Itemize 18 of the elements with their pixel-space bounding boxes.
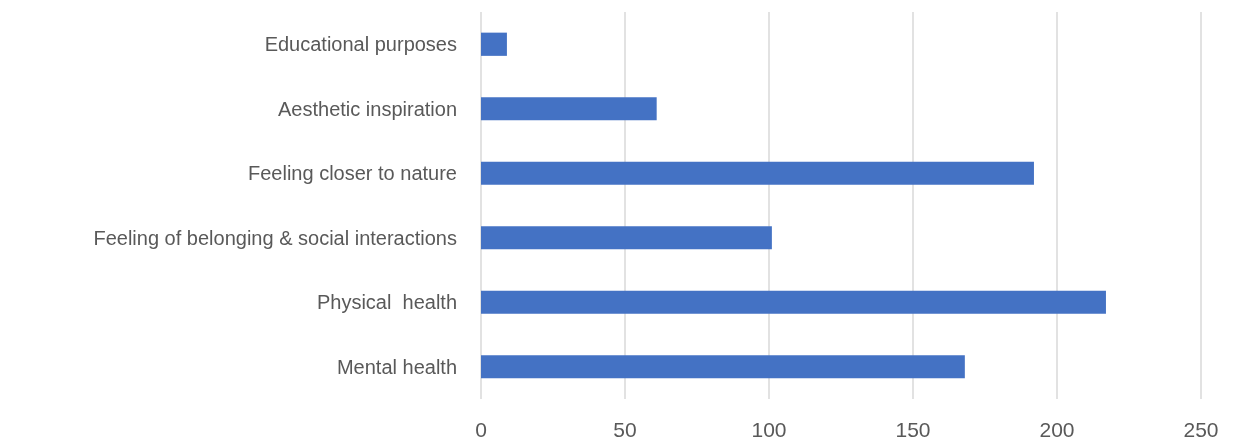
y-tick-label: Physical health — [316, 291, 457, 314]
y-tick-label: Feeling of belonging & social interactions — [93, 226, 457, 249]
bar — [481, 97, 657, 121]
x-tick-label: 0 — [475, 418, 487, 441]
x-tick-label: 200 — [1039, 418, 1075, 441]
bar — [481, 226, 772, 250]
x-tick-label: 50 — [613, 418, 637, 441]
y-tick-label: Educational purposes — [264, 33, 457, 56]
y-tick-label: Feeling closer to nature — [247, 162, 457, 185]
y-tick-label: Mental health — [336, 355, 457, 378]
x-tick-label: 250 — [1183, 418, 1219, 441]
x-tick-label: 150 — [895, 418, 931, 441]
bar — [481, 290, 1106, 314]
bar — [481, 161, 1034, 185]
x-tick-label: 100 — [751, 418, 787, 441]
bar — [481, 32, 507, 56]
y-tick-label: Aesthetic inspiration — [278, 97, 457, 120]
bar — [481, 355, 965, 379]
